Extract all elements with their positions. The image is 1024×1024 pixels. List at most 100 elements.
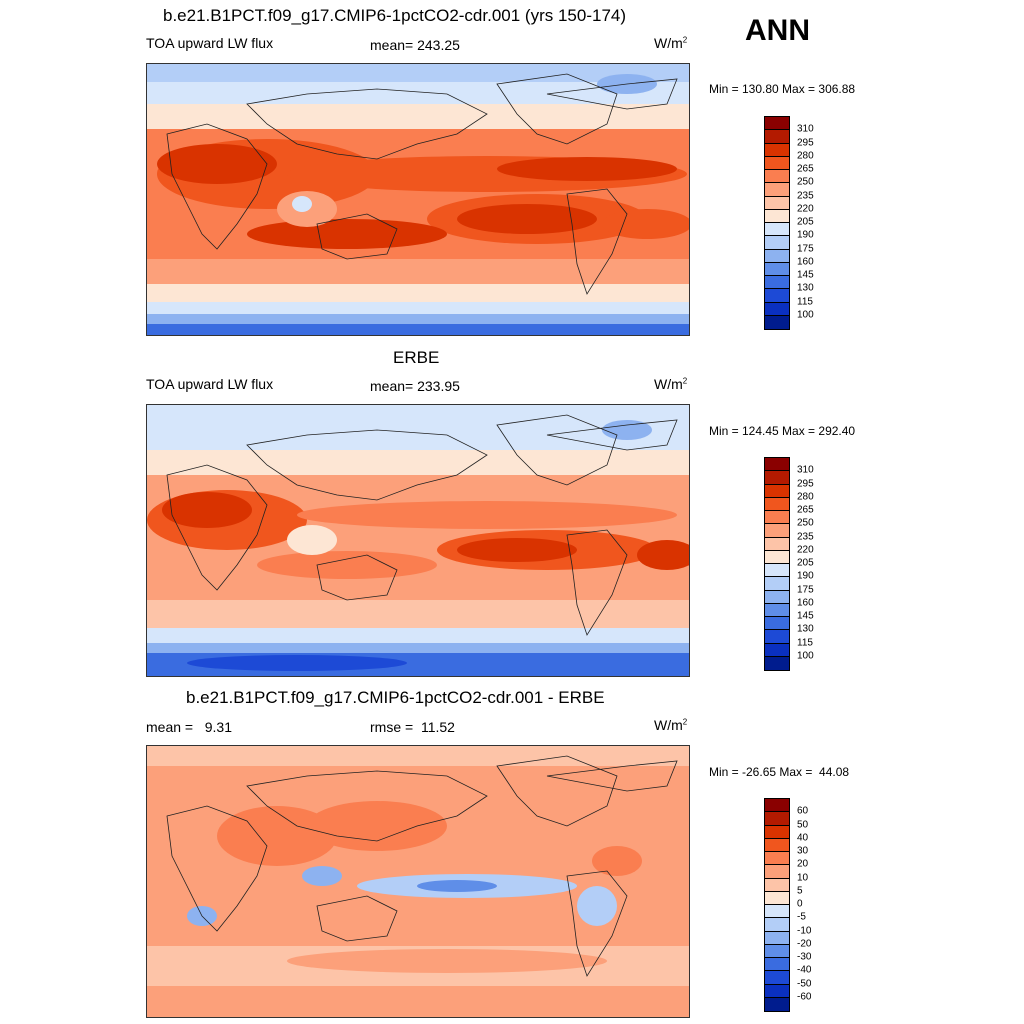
panel2-colorbar-swatch: [765, 497, 789, 511]
panel3-colorbar-swatch: [765, 825, 789, 839]
panel1-colorbar-tick-label: 145: [797, 269, 814, 281]
panel3-colorbar-tick-label: -5: [797, 911, 806, 923]
panel1-variable-label: TOA upward LW flux: [146, 35, 274, 51]
panel2-colorbar-swatch: [765, 577, 789, 591]
panel2-colorbar-swatch: [765, 511, 789, 525]
panel2-colorbar-swatch: [765, 484, 789, 498]
panel3-colorbar-swatch: [765, 984, 789, 998]
panel1-colorbar-swatch: [765, 170, 789, 184]
panel3-colorbar-tick-label: 50: [797, 819, 809, 830]
panel1-colorbar-swatch: [765, 209, 789, 223]
panel3-colorbar-swatch: [765, 918, 789, 932]
panel2-colorbar-tick-label: 130: [797, 623, 814, 635]
panel1-colorbar-swatch: [765, 276, 789, 290]
panel2-colorbar-tick-label: 235: [797, 531, 814, 542]
panel2-variable-label: TOA upward LW flux: [146, 376, 274, 392]
panel1-colorbar-swatch: [765, 156, 789, 170]
panel3-map: [146, 745, 690, 1018]
panel3-colorbar-swatch: [765, 905, 789, 919]
panel3-minmax: Min = -26.65 Max = 44.08: [709, 765, 850, 779]
panel1-colorbar-tick-label: 130: [797, 282, 814, 294]
panel2-title: ERBE: [393, 348, 440, 367]
panel1-colorbar-tick-label: 190: [797, 229, 814, 241]
panel2-colorbar-swatch: [765, 590, 789, 604]
panel3-map-svg: [147, 746, 689, 1017]
panel1-colorbar-tick-label: 220: [797, 203, 814, 215]
panel3-colorbar-tick-label: 5: [797, 885, 803, 897]
panel1-colorbar: [764, 116, 790, 330]
season-label: ANN: [745, 14, 810, 47]
panel2-colorbar-tick-label: 160: [797, 597, 814, 609]
panel2-colorbar: [764, 457, 790, 671]
panel3-colorbar-tick-label: -20: [797, 938, 812, 950]
panel1-colorbar-tick-label: 280: [797, 150, 814, 162]
panel3-colorbar-swatch: [765, 838, 789, 852]
panel3-colorbar-tick-label: 40: [797, 832, 809, 844]
panel1-colorbar-swatch: [765, 117, 789, 131]
panel2-minmax: Min = 124.45 Max = 292.40: [709, 424, 856, 438]
panel1-title: b.e21.B1PCT.f09_g17.CMIP6-1pctCO2-cdr.00…: [163, 6, 627, 25]
panel2-colorbar-swatch: [765, 603, 789, 617]
panel1-minmax: Min = 130.80 Max = 306.88: [709, 82, 856, 96]
panel1-colorbar-swatch: [765, 289, 789, 303]
panel2-colorbar-tick-label: 220: [797, 544, 814, 556]
panel1-colorbar-swatch: [765, 223, 789, 237]
panel1-colorbar-tick-label: 250: [797, 176, 814, 188]
panel3-title: b.e21.B1PCT.f09_g17.CMIP6-1pctCO2-cdr.00…: [186, 688, 605, 707]
panel2-colorbar-swatch: [765, 471, 789, 485]
panel3-colorbar-tick-label: 30: [797, 845, 809, 857]
panel1-colorbar-swatch: [765, 196, 789, 210]
panel3-colorbar-tick-label: 20: [797, 858, 809, 870]
panel3-units: W/m2: [654, 717, 688, 733]
panel1-colorbar-swatch: [765, 249, 789, 263]
panel2-colorbar-swatch: [765, 617, 789, 631]
panel1-colorbar-tick-label: 265: [797, 163, 814, 175]
panel2-units: W/m2: [654, 376, 688, 392]
panel3-rmse-label: rmse = 11.52: [370, 719, 455, 735]
panel3-colorbar-swatch: [765, 944, 789, 958]
panel3-colorbar-tick-label: 60: [797, 805, 809, 817]
panel2-colorbar-tick-label: 175: [797, 584, 814, 595]
panel2-colorbar-swatch: [765, 643, 789, 657]
panel2-colorbar-swatch: [765, 550, 789, 564]
panel3-colorbar-swatch: [765, 812, 789, 826]
panel2-colorbar-tick-label: 295: [797, 478, 814, 489]
panel2-colorbar-tick-label: 265: [797, 504, 814, 516]
panel1-colorbar-tick-label: 235: [797, 190, 814, 201]
panel1-colorbar-tick-label: 160: [797, 256, 814, 268]
panel2-colorbar-tick-label: 250: [797, 517, 814, 529]
panel2-colorbar-tick-label: 145: [797, 610, 814, 622]
panel2-colorbar-tick-label: 205: [797, 557, 814, 569]
panel1-units: W/m2: [654, 35, 688, 51]
panel3-colorbar-swatch: [765, 852, 789, 866]
panel1-colorbar-swatch: [765, 143, 789, 157]
panel2-mean-label: mean= 233.95: [370, 378, 460, 394]
panel1-mean-label: mean= 243.25: [370, 37, 460, 53]
panel3-colorbar-tick-label: -60: [797, 991, 812, 1003]
panel1-colorbar-swatch: [765, 262, 789, 276]
panel3-colorbar-tick-label: -50: [797, 978, 812, 989]
panel3-mean-label: mean = 9.31: [146, 719, 233, 735]
panel2-colorbar-tick-label: 280: [797, 491, 814, 503]
panel3-colorbar-tick-label: -10: [797, 925, 812, 936]
panel2-colorbar-swatch: [765, 656, 789, 670]
panel1-colorbar-tick-label: 310: [797, 123, 814, 135]
panel3-colorbar-tick-label: -40: [797, 964, 812, 976]
panel3-colorbar-swatch: [765, 958, 789, 972]
panel2-colorbar-tick-label: 115: [797, 637, 813, 648]
panel1-map: [146, 63, 690, 336]
panel1-colorbar-swatch: [765, 315, 789, 329]
panel3-colorbar-swatch: [765, 931, 789, 945]
panel3-colorbar-swatch: [765, 878, 789, 892]
panel2-colorbar-tick-label: 310: [797, 464, 814, 476]
panel2-colorbar-swatch: [765, 458, 789, 472]
panel3-colorbar-swatch: [765, 799, 789, 813]
panel3-colorbar-tick-label: 10: [797, 872, 809, 883]
panel3-colorbar: [764, 798, 790, 1012]
panel2-map-svg: [147, 405, 689, 676]
panel1-colorbar-tick-label: 205: [797, 216, 814, 228]
panel1-colorbar-swatch: [765, 236, 789, 250]
panel1-colorbar-tick-label: 115: [797, 296, 813, 307]
panel1-colorbar-swatch: [765, 130, 789, 144]
panel3-colorbar-tick-label: 0: [797, 898, 803, 910]
